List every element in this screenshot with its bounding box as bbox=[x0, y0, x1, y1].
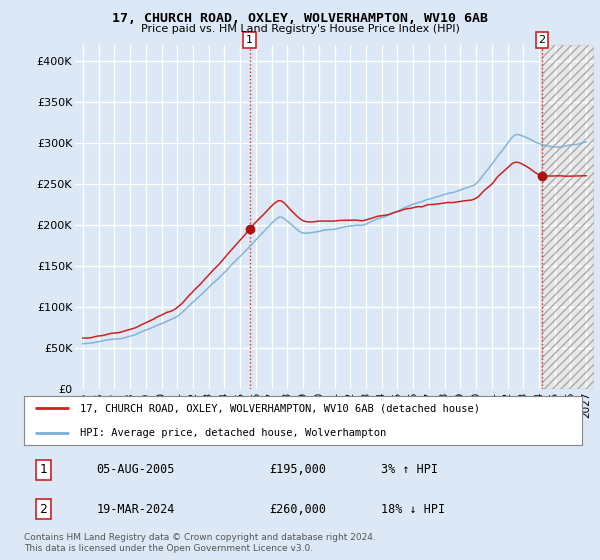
Text: £260,000: £260,000 bbox=[269, 502, 326, 516]
Text: 2: 2 bbox=[539, 35, 545, 45]
Bar bbox=[542, 45, 594, 389]
Text: 19-MAR-2024: 19-MAR-2024 bbox=[97, 502, 175, 516]
Text: £195,000: £195,000 bbox=[269, 463, 326, 477]
Text: 1: 1 bbox=[246, 35, 253, 45]
Text: 17, CHURCH ROAD, OXLEY, WOLVERHAMPTON, WV10 6AB (detached house): 17, CHURCH ROAD, OXLEY, WOLVERHAMPTON, W… bbox=[80, 403, 480, 413]
Text: 18% ↓ HPI: 18% ↓ HPI bbox=[381, 502, 445, 516]
Text: 05-AUG-2005: 05-AUG-2005 bbox=[97, 463, 175, 477]
Text: Contains HM Land Registry data © Crown copyright and database right 2024.
This d: Contains HM Land Registry data © Crown c… bbox=[24, 533, 376, 553]
Text: 1: 1 bbox=[40, 463, 47, 477]
Text: 3% ↑ HPI: 3% ↑ HPI bbox=[381, 463, 438, 477]
Text: Price paid vs. HM Land Registry's House Price Index (HPI): Price paid vs. HM Land Registry's House … bbox=[140, 24, 460, 34]
Bar bbox=[542, 45, 594, 389]
Text: 2: 2 bbox=[40, 502, 47, 516]
Text: HPI: Average price, detached house, Wolverhampton: HPI: Average price, detached house, Wolv… bbox=[80, 428, 386, 438]
Text: 17, CHURCH ROAD, OXLEY, WOLVERHAMPTON, WV10 6AB: 17, CHURCH ROAD, OXLEY, WOLVERHAMPTON, W… bbox=[112, 12, 488, 25]
